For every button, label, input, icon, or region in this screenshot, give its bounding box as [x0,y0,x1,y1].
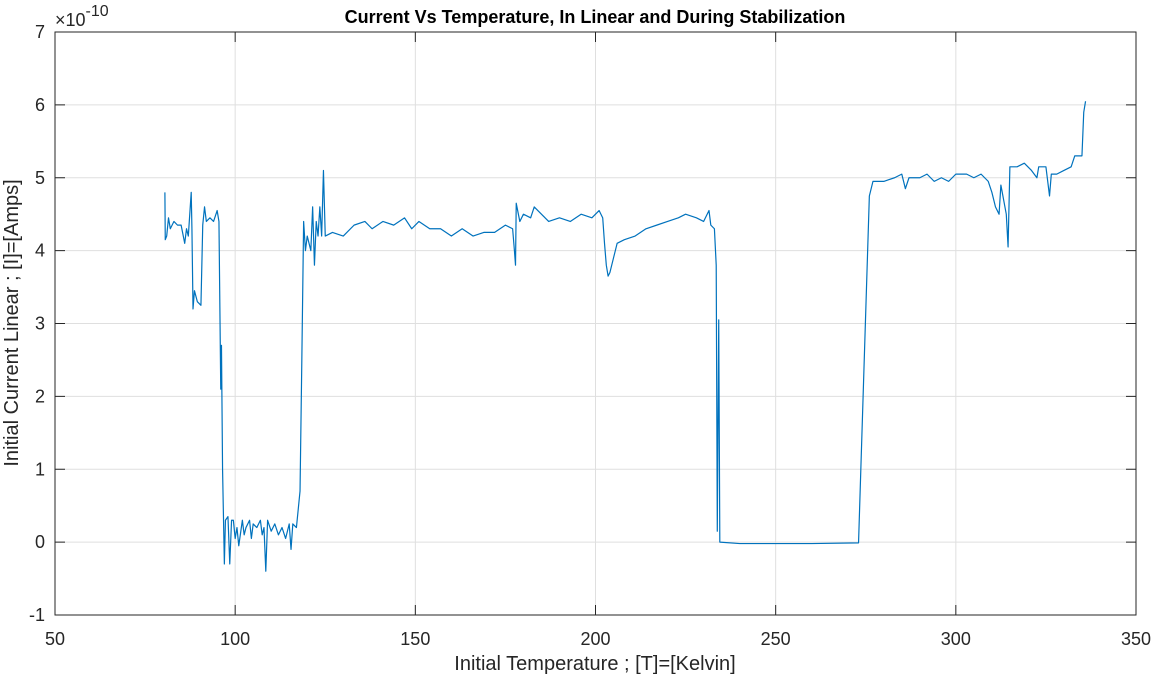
y-tick-label: 7 [35,22,45,42]
plot-frame [54,31,1137,616]
chart-title: Current Vs Temperature, In Linear and Du… [345,7,846,27]
y-tick-label: 1 [35,459,45,479]
x-tick-label: 300 [941,629,971,649]
y-tick-label: 5 [35,168,45,188]
x-axis-label: Initial Temperature ; [T]=[Kelvin] [454,653,735,675]
y-multiplier-exponent: -10 [86,3,109,20]
data-line [164,101,1087,572]
x-tick-label: 100 [220,629,250,649]
x-tick-label: 350 [1121,629,1151,649]
y-tick-label: 2 [35,386,45,406]
y-tick-label: 3 [35,314,45,334]
x-tick-label: 50 [45,629,65,649]
x-tick-label: 250 [761,629,791,649]
y-tick-label: 6 [35,95,45,115]
y-tick-label: 4 [35,241,45,261]
x-tick-label: 150 [400,629,430,649]
y-tick-label: -1 [29,605,45,625]
y-multiplier: ×10-10 [55,3,109,30]
y-tick-label: 0 [35,532,45,552]
y-axis-label: Initial Current Linear ; [I]=[Amps] [1,179,23,466]
x-tick-label: 200 [580,629,610,649]
y-multiplier-base: ×10 [55,10,86,30]
